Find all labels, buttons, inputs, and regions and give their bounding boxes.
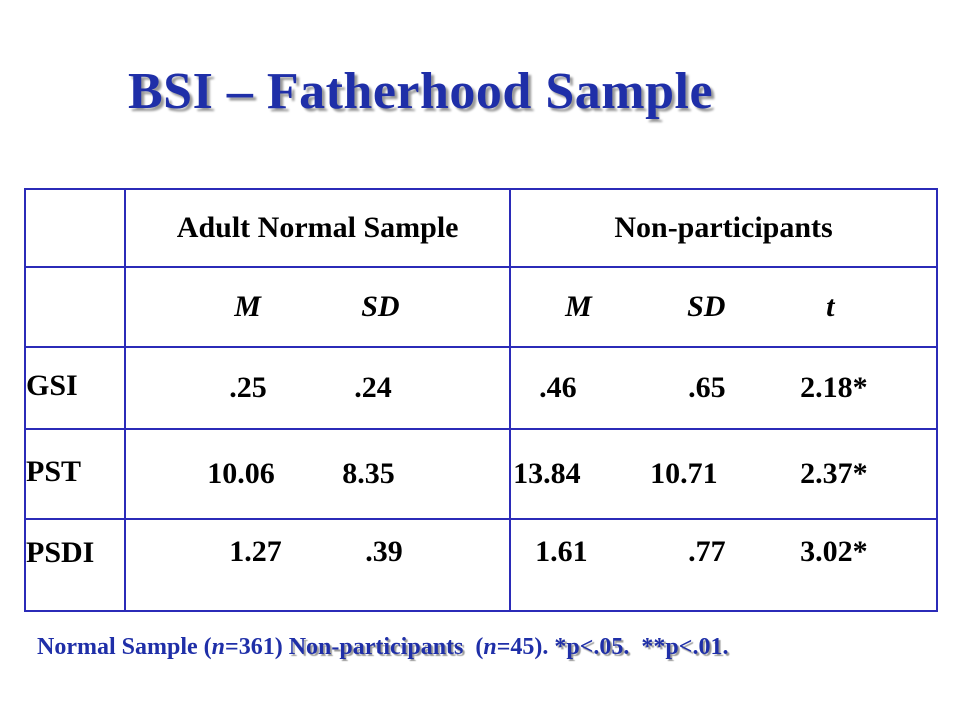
empty-subheader-cell bbox=[23, 266, 127, 348]
gsi-nonpart-cell: .46 .65 2.18* bbox=[509, 346, 938, 430]
table-row-gsi: GSI .25 .24 .46 .65 2.18* bbox=[23, 346, 938, 430]
psdi-nonpart-sd: .77 bbox=[688, 535, 726, 569]
footnote: Normal Sample (n=361) Non-participants (… bbox=[37, 634, 728, 661]
header-non-participants: Non-participants bbox=[509, 188, 938, 268]
table-subheader-row: M SD M SD t bbox=[23, 266, 938, 348]
pst-nonpart-cell: 13.84 10.71 2.37* bbox=[509, 428, 938, 520]
pst-normal-m: 10.06 bbox=[207, 457, 275, 490]
gsi-nonpart-sd: .65 bbox=[688, 371, 726, 404]
footnote-normal-sample: Normal Sample ( bbox=[37, 634, 212, 660]
table-row-pst: PST 10.06 8.35 13.84 10.71 2.37* bbox=[23, 428, 938, 520]
psdi-normal-m: 1.27 bbox=[229, 535, 282, 569]
psdi-nonpart-cell: 1.61 .77 3.02* bbox=[509, 518, 938, 612]
row-label-gsi: GSI bbox=[23, 346, 127, 430]
footnote-n-symbol-1: n bbox=[211, 634, 226, 660]
subheader-normal-cell: M SD bbox=[124, 266, 512, 348]
pst-nonpart-sd: 10.71 bbox=[650, 457, 718, 490]
pst-normal-cell: 10.06 8.35 bbox=[124, 428, 512, 520]
psdi-normal-sd: .39 bbox=[365, 535, 403, 569]
psdi-nonpart-m: 1.61 bbox=[535, 535, 588, 569]
pst-t: 2.37* bbox=[800, 457, 868, 490]
subheader-nonpart-t: t bbox=[826, 290, 835, 323]
psdi-t: 3.02* bbox=[800, 535, 868, 569]
subheader-nonpart-cell: M SD t bbox=[509, 266, 938, 348]
gsi-t: 2.18* bbox=[800, 371, 868, 404]
footnote-non-participants: Non-participants bbox=[288, 634, 464, 660]
footnote-n-symbol-2: n bbox=[483, 634, 497, 660]
psdi-normal-cell: 1.27 .39 bbox=[124, 518, 512, 612]
empty-corner-cell bbox=[23, 188, 127, 268]
row-label-pst: PST bbox=[23, 428, 127, 520]
footnote-paren: ( bbox=[463, 634, 484, 660]
slide-title: BSI – Fatherhood Sample bbox=[128, 63, 714, 120]
pst-nonpart-m: 13.84 bbox=[513, 457, 581, 490]
subheader-nonpart-sd: SD bbox=[687, 290, 726, 323]
table-row-psdi: PSDI 1.27 .39 1.61 .77 3.02* bbox=[23, 518, 938, 612]
subheader-normal-m: M bbox=[234, 290, 261, 323]
footnote-significance: *p<.05. **p<.01. bbox=[554, 634, 729, 660]
row-label-psdi: PSDI bbox=[23, 518, 127, 612]
gsi-normal-cell: .25 .24 bbox=[124, 346, 512, 430]
table-header-row: Adult Normal Sample Non-participants bbox=[23, 188, 938, 268]
gsi-normal-m: .25 bbox=[229, 371, 267, 404]
footnote-nonpart-count: =45). bbox=[496, 634, 555, 660]
footnote-normal-count: =361) bbox=[225, 634, 289, 660]
pst-normal-sd: 8.35 bbox=[342, 457, 395, 490]
subheader-normal-sd: SD bbox=[361, 290, 400, 323]
statistics-table: Adult Normal Sample Non-participants M S… bbox=[23, 188, 938, 612]
header-adult-normal-sample: Adult Normal Sample bbox=[124, 188, 512, 268]
gsi-normal-sd: .24 bbox=[354, 371, 392, 404]
subheader-nonpart-m: M bbox=[565, 290, 592, 323]
gsi-nonpart-m: .46 bbox=[539, 371, 577, 404]
